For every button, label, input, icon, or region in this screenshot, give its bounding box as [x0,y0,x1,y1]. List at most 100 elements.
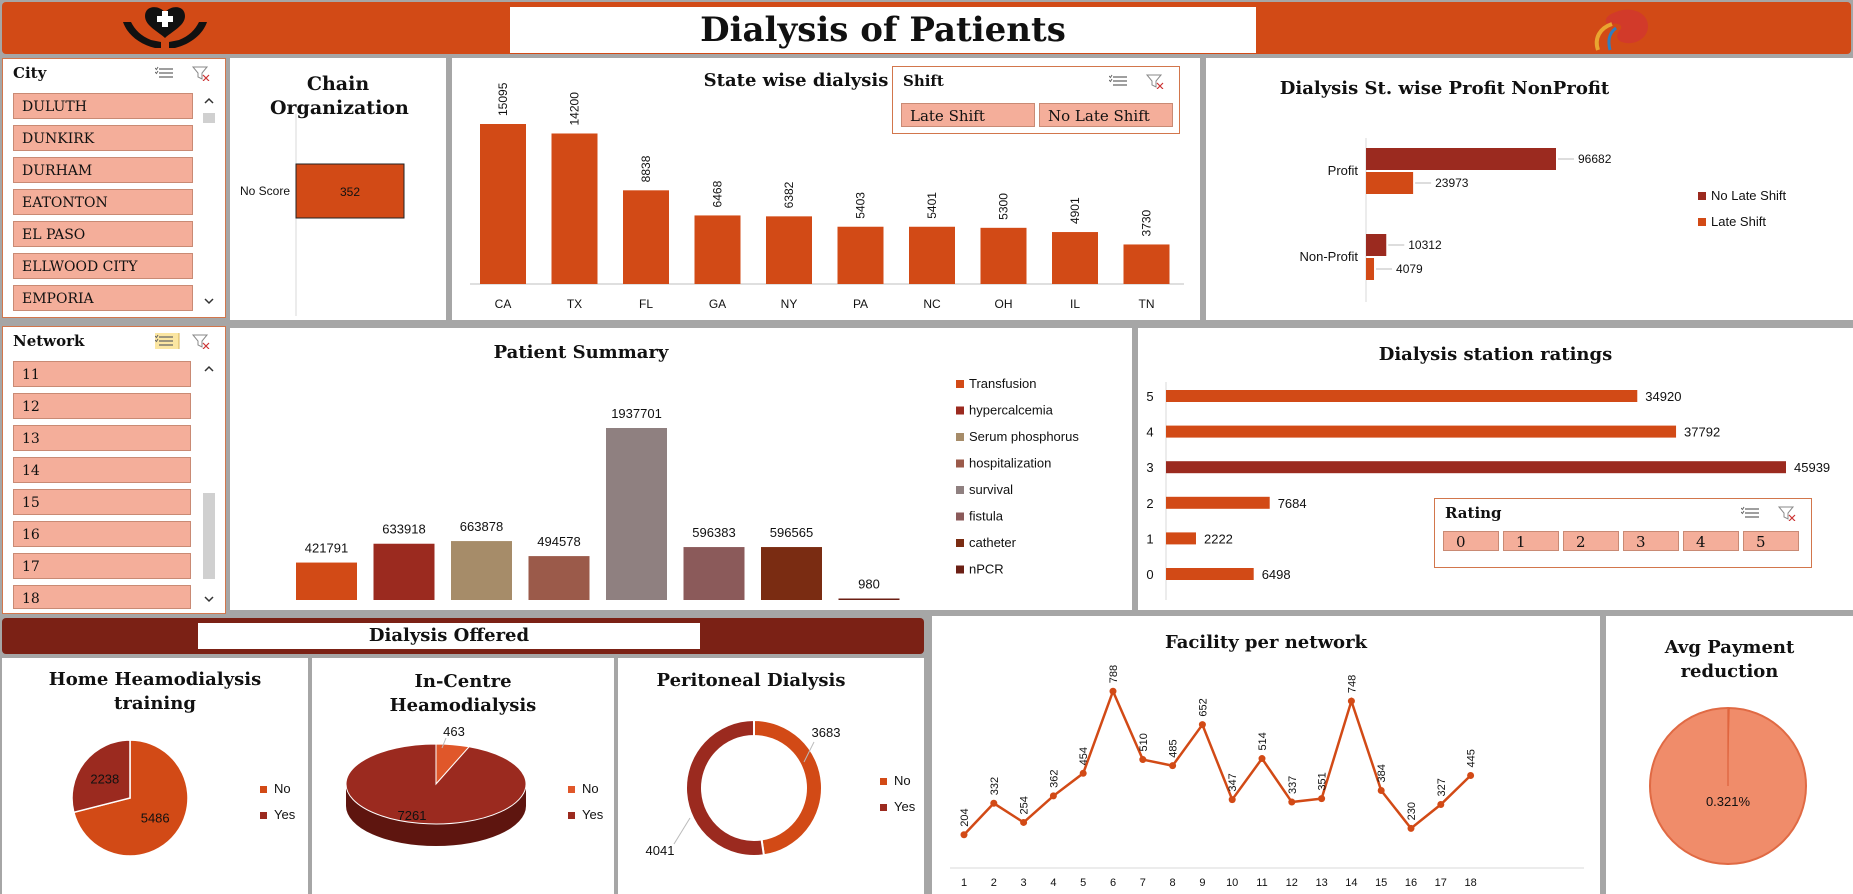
state-data-label: 6468 [711,180,725,207]
summary-legend-label: catheter [969,535,1017,550]
clear-filter-icon[interactable] [191,334,210,349]
summary-data-label: 980 [858,577,880,592]
ratings-bar [1166,390,1638,402]
state-tick-label: OH [995,297,1013,311]
city-item-durham[interactable]: DURHAM [13,157,193,183]
city-item-emporia[interactable]: EMPORIA [13,285,193,311]
pie-data-label: 463 [443,724,465,739]
facility-point [1198,721,1206,729]
ratings-tick-label: 1 [1146,531,1153,546]
donut-slice [753,718,823,857]
header-bar: Dialysis of Patients [2,2,1851,54]
state-data-label: 8838 [639,155,653,182]
multi-select-icon[interactable] [1741,506,1759,518]
state-tick-label: CA [495,297,512,311]
profit-legend-swatch [1698,218,1706,226]
rating-item-0[interactable]: 0 [1443,531,1499,551]
multi-select-icon[interactable] [1109,74,1127,86]
ratings-data-label: 37792 [1684,425,1720,440]
multi-select-icon[interactable] [155,334,173,346]
city-item-ellwood-city[interactable]: ELLWOOD CITY [13,253,193,279]
summary-legend-swatch [956,539,964,547]
network-item-13[interactable]: 13 [13,425,191,451]
network-item-16[interactable]: 16 [13,521,191,547]
shift-item-no-late[interactable]: No Late Shift [1039,103,1173,127]
rating-item-2[interactable]: 2 [1563,531,1619,551]
network-item-11[interactable]: 11 [13,361,191,387]
incentre-pie [345,743,527,846]
city-item-dunkirk[interactable]: DUNKIRK [13,125,193,151]
dialysis-care-logo-icon [123,7,207,48]
network-item-15[interactable]: 15 [13,489,191,515]
network-item-18[interactable]: 18 [13,585,191,609]
summary-bar [451,541,512,600]
facility-data-label: 332 [989,777,1001,795]
facility-tick-label: 12 [1286,877,1298,889]
state-dialysis-panel: State wise dialysis 15095 CA 14200 TX 8838 FL… [452,58,1200,320]
summary-data-label: 663878 [460,519,503,534]
clear-filter-icon[interactable] [191,66,210,81]
rating-item-1[interactable]: 1 [1503,531,1559,551]
facility-chart: 2041332225433624454578865107485865293471… [950,665,1584,889]
profit-bar [1366,148,1556,170]
city-item-duluth[interactable]: DULUTH [13,93,193,119]
pie-legend-label: Yes [274,807,296,822]
summary-legend-label: Serum phosphorus [969,429,1079,444]
clear-filter-icon[interactable] [1777,506,1796,521]
network-item-12[interactable]: 12 [13,393,191,419]
rating-slicer: Rating 0 1 2 3 4 5 [1434,498,1812,568]
facility-data-label: 327 [1436,778,1448,796]
facility-point [990,799,998,807]
summary-bar [373,543,435,600]
facility-point [1437,801,1445,809]
scroll-thumb [203,113,215,123]
facility-point [1407,824,1415,832]
donut-data-label: 4041 [646,843,675,858]
profit-legend-label: No Late Shift [1711,188,1787,203]
shift-item-late[interactable]: Late Shift [901,103,1035,127]
rating-item-5[interactable]: 5 [1743,531,1799,551]
home-chart: 5486 2238 No Yes [71,739,296,857]
profit-bar [1366,172,1414,194]
facility-data-label: 485 [1168,739,1180,757]
summary-legend-swatch [956,565,964,574]
shift-slicer: Shift Late Shift No Late Shift [892,66,1180,134]
state-tick-label: NC [923,297,941,311]
state-tick-label: FL [639,297,653,311]
multi-select-icon[interactable] [155,66,173,78]
slicer-icons [155,333,210,349]
ratings-data-label: 45939 [1794,460,1830,475]
rating-item-3[interactable]: 3 [1623,531,1679,551]
clear-filter-icon[interactable] [1145,74,1164,89]
city-item-el-paso[interactable]: EL PASO [13,221,193,247]
pie-side [346,784,526,846]
city-scrollbar[interactable] [201,93,217,311]
slicer-icons [1741,506,1796,521]
facility-tick-label: 18 [1464,877,1476,889]
city-item-eatonton[interactable]: EATONTON [13,189,193,215]
summary-data-label: 596383 [692,525,735,540]
rating-item-4[interactable]: 4 [1683,531,1739,551]
profit-category-label: Non-Profit [1299,249,1358,264]
facility-data-label: 514 [1257,732,1269,750]
incentre-title: In-Centre Heamodialysis [389,671,537,716]
ratings-bar [1166,461,1786,474]
rating-slicer-title: Rating [1445,504,1502,522]
network-scrollbar[interactable] [201,361,217,609]
summary-legend-label: survival [969,482,1013,497]
profit-bar [1366,258,1375,280]
profit-chart: Profit 96682 23973 Non-Profit 10312 4079 No La… [1299,138,1787,302]
summary-bar [838,598,900,600]
chain-organization-panel: Chain Organization 352 No Score [230,58,446,320]
city-slicer: City DULUTH DUNKIRK DURHAM EATONTON EL P… [2,58,226,318]
ratings-data-label: 2222 [1204,531,1233,546]
profit-legend-label: Late Shift [1711,214,1766,229]
network-item-14[interactable]: 14 [13,457,191,483]
summary-data-label: 1937701 [611,406,662,421]
state-bar [480,124,526,284]
pie-slice [345,743,527,825]
summary-data-label: 494578 [537,534,580,549]
facility-panel: Facility per network 204 1 332 2 254 3 362 4 454… [932,616,1600,894]
summary-title: Patient Summary [493,342,669,363]
network-item-17[interactable]: 17 [13,553,191,579]
